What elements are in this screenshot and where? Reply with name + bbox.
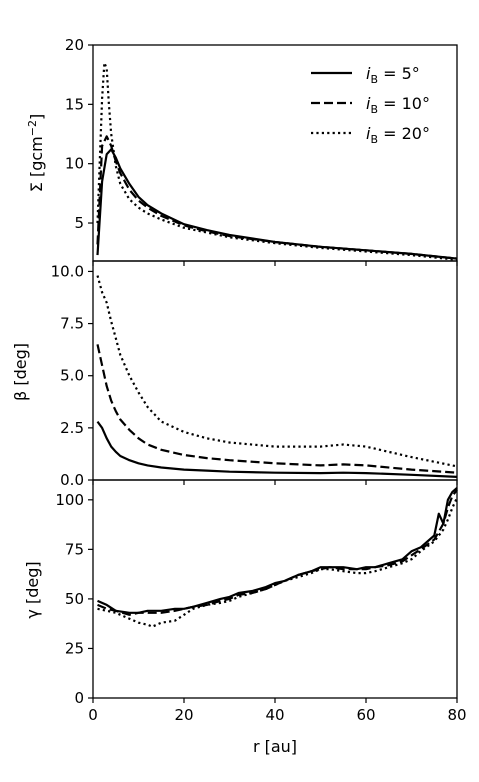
gamma-y-tick-label: 50: [65, 590, 84, 608]
gamma-x-tick-label: 60: [356, 706, 375, 724]
legend-entry-1: iB = 5°: [366, 64, 420, 86]
beta-y-axis-label: β [deg]: [11, 343, 30, 401]
sigma-y-tick-label: 20: [65, 36, 84, 54]
gamma-series-dotted: [97, 497, 458, 628]
beta-y-tick-label: 7.5: [60, 315, 84, 333]
legend-entry-3: iB = 20°: [366, 124, 430, 146]
gamma-series-group: [97, 487, 458, 628]
sigma-series-dashed: [96, 135, 458, 260]
sigma-y-tick-label: 15: [65, 95, 84, 113]
sigma-series-dotted: [96, 61, 458, 261]
beta-series-dotted: [96, 275, 458, 468]
sigma-y-tick-label: 5: [74, 214, 84, 232]
gamma-y-axis-label: γ [deg]: [23, 561, 42, 618]
beta-series-group: [96, 275, 458, 478]
gamma-y-tick-label: 25: [65, 639, 84, 657]
x-axis-label: r [au]: [253, 737, 297, 756]
gamma-x-tick-label: 40: [265, 706, 284, 724]
gamma-series-dashed: [97, 489, 458, 616]
beta-series-dashed: [96, 344, 458, 474]
beta-panel-frame: [92, 260, 458, 481]
legend: iB = 5° iB = 10° iB = 20°: [311, 64, 430, 146]
gamma-x-tick-label: 0: [88, 706, 98, 724]
gamma-series-solid: [97, 487, 458, 614]
beta-ticks: 0.0 2.5 5.0 7.5 10.0: [51, 262, 458, 489]
legend-entry-2: iB = 10°: [366, 94, 430, 116]
beta-panel: 0.0 2.5 5.0 7.5 10.0 β [deg]: [11, 260, 458, 489]
gamma-y-tick-label: 0: [74, 689, 84, 707]
gamma-panel-frame: [92, 479, 458, 699]
gamma-y-tick-label: 75: [65, 540, 84, 558]
beta-y-tick-label: 5.0: [60, 367, 84, 385]
sigma-y-tick-label: 10: [65, 155, 84, 173]
gamma-x-tick-label: 20: [174, 706, 193, 724]
beta-y-tick-label: 10.0: [51, 262, 84, 280]
gamma-panel: 0 25 50 75 100 0 20 40 60 80 γ [deg] r [au]: [23, 479, 467, 756]
sigma-panel: 5 10 15 20 Σ [gcm−2] iB = 5° iB = 10° iB = …: [26, 36, 458, 266]
beta-y-tick-label: 2.5: [60, 419, 84, 437]
gamma-ticks: 0 25 50 75 100 0 20 40 60 80: [55, 491, 466, 724]
sigma-y-axis-label: Σ [gcm−2]: [26, 114, 46, 192]
sigma-series-group: [96, 61, 458, 261]
gamma-x-tick-label: 80: [447, 706, 466, 724]
gamma-y-tick-label: 100: [55, 491, 84, 509]
beta-series-solid: [96, 420, 458, 478]
beta-y-tick-label: 0.0: [60, 471, 84, 489]
